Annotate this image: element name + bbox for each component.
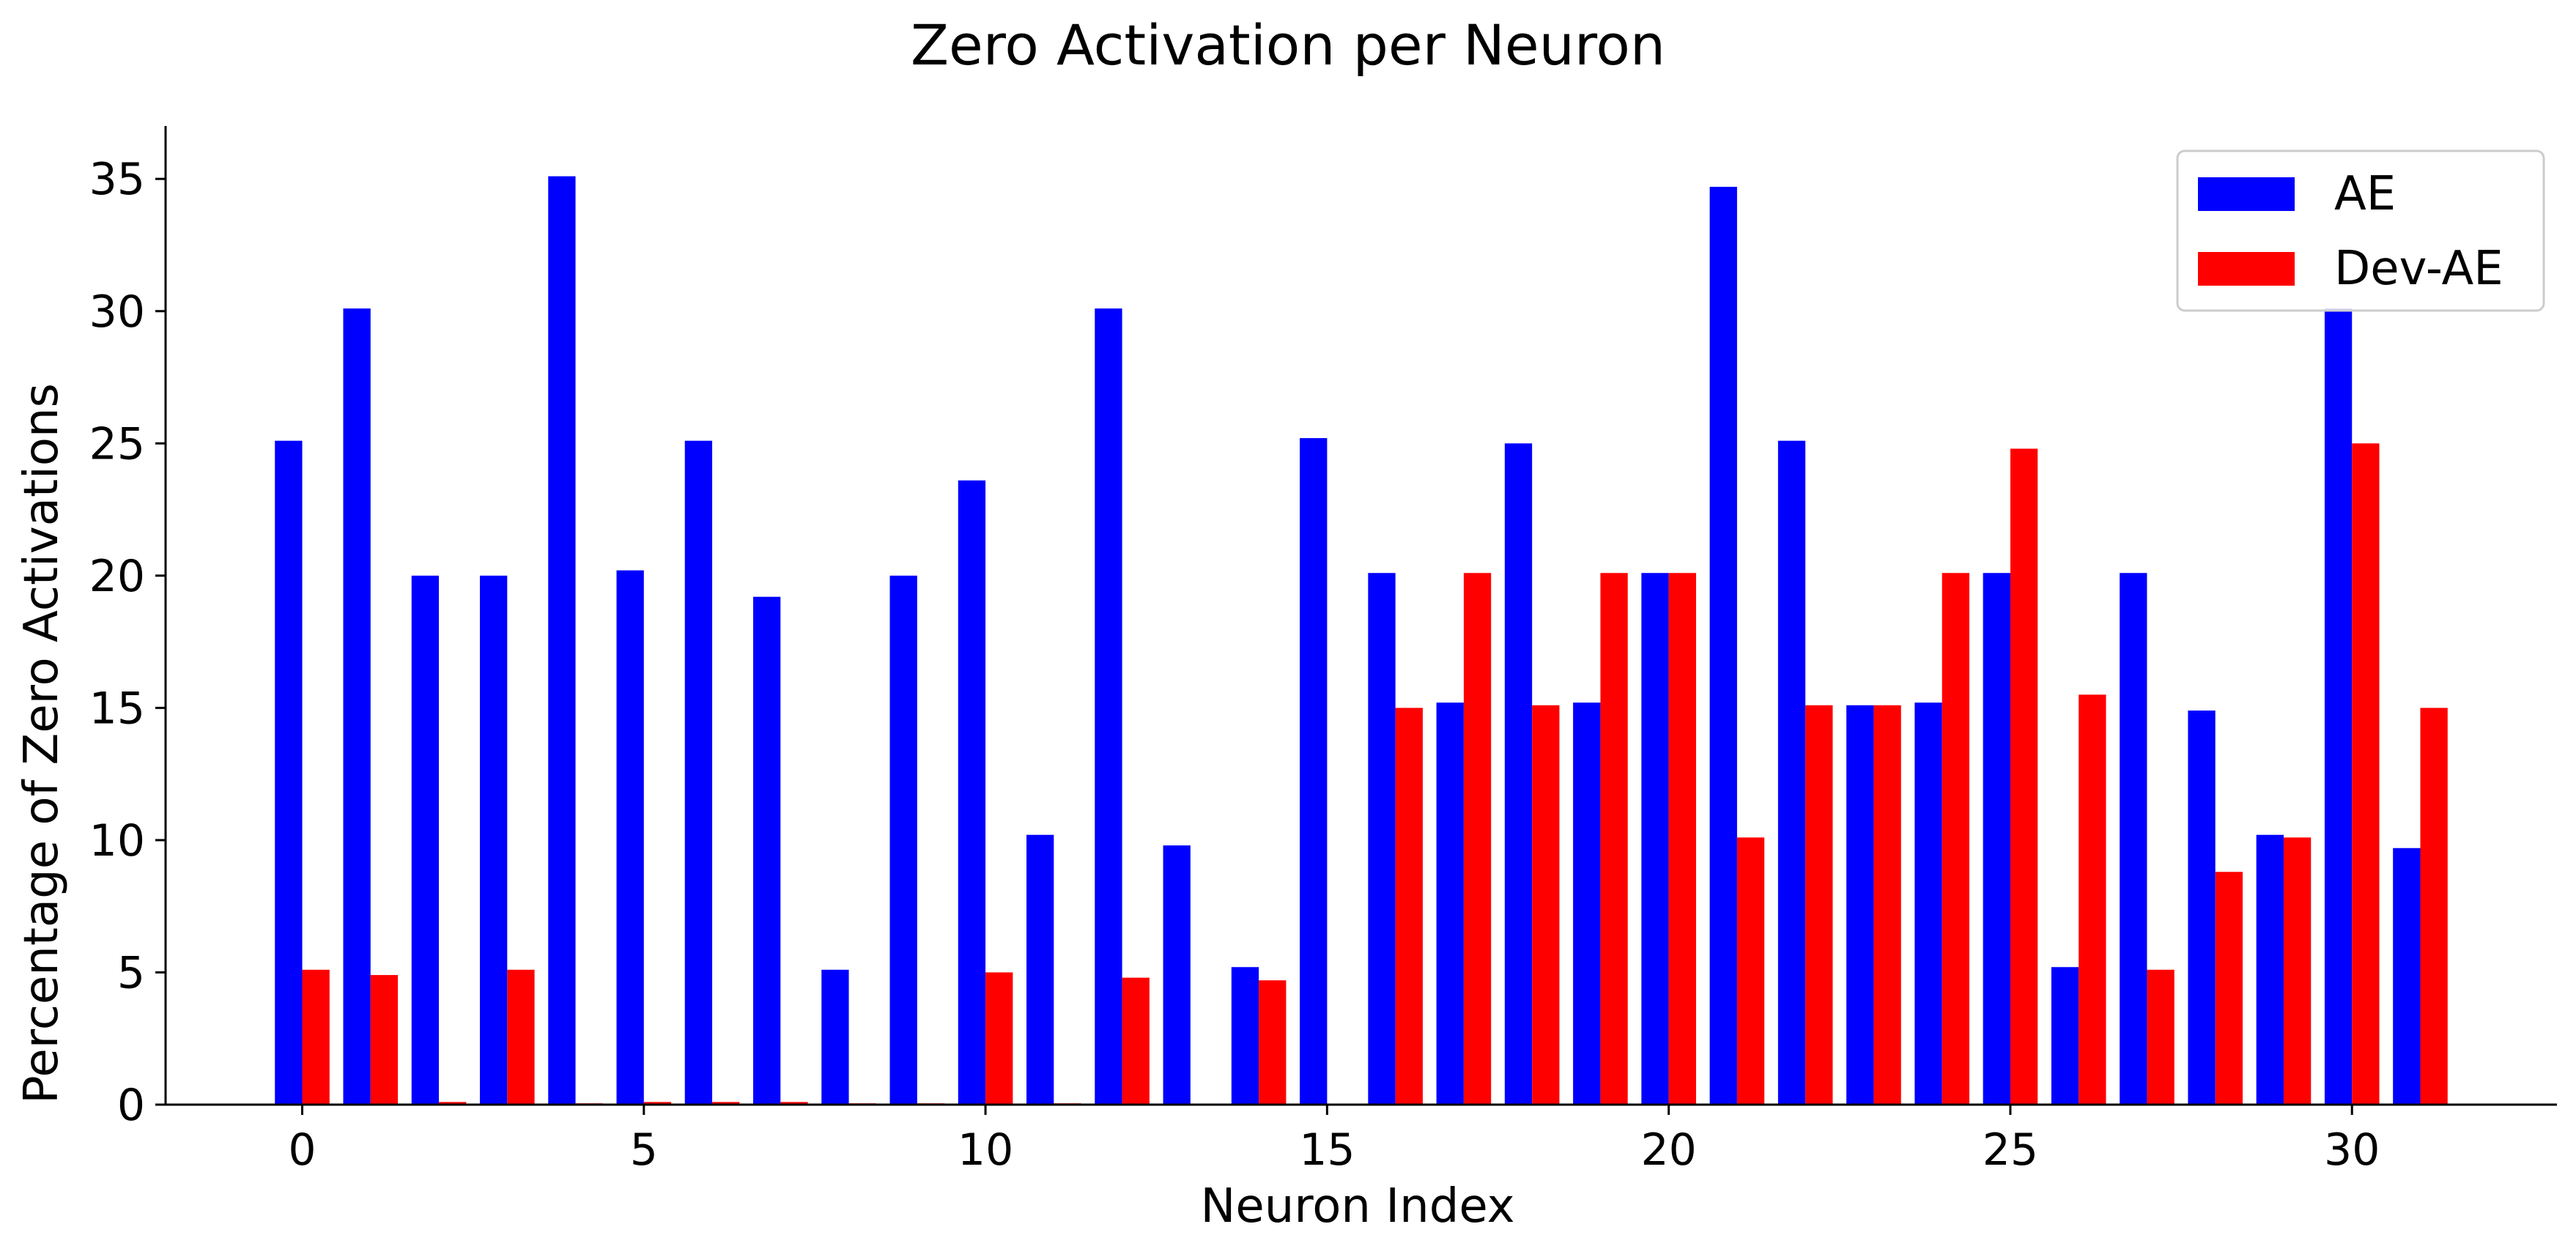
bar-dev-ae-26 xyxy=(2079,694,2106,1105)
bar-dev-ae-2 xyxy=(439,1102,467,1105)
bar-ae-28 xyxy=(2188,710,2216,1105)
bar-dev-ae-28 xyxy=(2215,872,2243,1105)
bar-ae-30 xyxy=(2324,308,2353,1105)
x-tick-label: 5 xyxy=(630,1124,658,1176)
bar-ae-3 xyxy=(479,575,508,1105)
bar-dev-ae-16 xyxy=(1395,708,1423,1105)
y-tick-label: 20 xyxy=(89,551,145,602)
y-tick-label: 0 xyxy=(117,1080,145,1131)
legend-swatch-dev-ae xyxy=(2198,252,2295,286)
bar-ae-2 xyxy=(411,575,440,1105)
bar-dev-ae-19 xyxy=(1600,573,1628,1105)
bar-dev-ae-3 xyxy=(507,969,535,1105)
bar-ae-24 xyxy=(1914,702,1942,1105)
y-tick-label: 35 xyxy=(89,154,145,205)
x-axis: 0 5 10 15 20 25 30 xyxy=(166,1103,2557,1176)
x-axis-label: Neuron Index xyxy=(1201,1179,1515,1234)
bar-ae-7 xyxy=(753,596,781,1105)
y-axis-label: Percentage of Zero Activations xyxy=(15,383,69,1104)
bar-ae-9 xyxy=(889,575,917,1105)
y-tick-label: 25 xyxy=(89,418,145,470)
x-tick-label: 30 xyxy=(2324,1124,2380,1176)
bar-dev-ae-23 xyxy=(1873,705,1901,1105)
bar-dev-ae-14 xyxy=(1259,980,1287,1105)
y-tick-label: 15 xyxy=(89,683,145,734)
bar-dev-ae-7 xyxy=(780,1102,808,1105)
bar-ae-12 xyxy=(1095,308,1122,1105)
bar-ae-11 xyxy=(1026,834,1054,1105)
bar-dev-ae-20 xyxy=(1668,573,1696,1105)
chart-title: Zero Activation per Neuron xyxy=(911,12,1665,78)
x-tick-label: 25 xyxy=(1983,1124,2038,1176)
bar-dev-ae-21 xyxy=(1736,837,1765,1105)
y-axis: 0 5 10 15 20 25 30 35 xyxy=(89,126,167,1131)
bar-dev-ae-0 xyxy=(302,969,330,1105)
legend-label-ae: AE xyxy=(2334,167,2396,221)
y-tick-label: 30 xyxy=(89,286,145,338)
bar-ae-8 xyxy=(821,969,849,1105)
legend: AE Dev-AE xyxy=(2176,149,2545,312)
bar-ae-20 xyxy=(1641,573,1669,1105)
bar-dev-ae-6 xyxy=(712,1102,740,1105)
bar-dev-ae-29 xyxy=(2283,837,2312,1105)
bar-ae-1 xyxy=(343,308,371,1105)
bar-ae-17 xyxy=(1436,702,1464,1105)
y-tick-label: 10 xyxy=(89,815,145,867)
bar-dev-ae-17 xyxy=(1463,573,1492,1105)
bar-ae-27 xyxy=(2120,573,2147,1105)
bar-ae-18 xyxy=(1504,443,1533,1105)
bars-group xyxy=(275,176,2448,1105)
bar-dev-ae-24 xyxy=(1942,573,1969,1105)
bar-ae-0 xyxy=(275,440,303,1105)
bar-ae-19 xyxy=(1573,702,1601,1105)
bar-ae-26 xyxy=(2051,967,2079,1105)
bar-ae-16 xyxy=(1368,573,1396,1105)
bar-ae-21 xyxy=(1709,187,1737,1105)
y-tick-label: 5 xyxy=(117,947,145,998)
bar-ae-22 xyxy=(1777,440,1806,1105)
bar-dev-ae-10 xyxy=(985,972,1013,1105)
bar-dev-ae-18 xyxy=(1532,705,1560,1105)
bar-dev-ae-27 xyxy=(2147,969,2175,1105)
bar-dev-ae-1 xyxy=(370,975,399,1105)
bar-ae-6 xyxy=(684,440,713,1105)
legend-swatch-ae xyxy=(2198,177,2295,211)
x-tick-label: 20 xyxy=(1640,1124,1696,1176)
bar-ae-29 xyxy=(2256,834,2284,1105)
bar-ae-25 xyxy=(1983,573,2010,1105)
bar-ae-13 xyxy=(1163,845,1191,1105)
x-tick-label: 10 xyxy=(958,1124,1013,1176)
bar-dev-ae-22 xyxy=(1805,705,1833,1105)
bar-dev-ae-30 xyxy=(2352,443,2380,1105)
bar-ae-31 xyxy=(2393,848,2421,1105)
x-tick-label: 15 xyxy=(1299,1124,1355,1176)
bar-ae-4 xyxy=(548,176,576,1105)
x-tick-label: 0 xyxy=(288,1124,316,1176)
bar-ae-10 xyxy=(958,480,986,1105)
bar-ae-5 xyxy=(616,570,644,1105)
bar-dev-ae-5 xyxy=(643,1102,672,1105)
legend-label-dev-ae: Dev-AE xyxy=(2334,242,2503,296)
bar-ae-23 xyxy=(1846,705,1874,1105)
bar-dev-ae-12 xyxy=(1122,977,1150,1105)
bar-ae-14 xyxy=(1231,967,1259,1105)
bar-ae-15 xyxy=(1300,438,1328,1105)
bar-dev-ae-25 xyxy=(2010,448,2038,1105)
bar-dev-ae-31 xyxy=(2420,708,2448,1105)
